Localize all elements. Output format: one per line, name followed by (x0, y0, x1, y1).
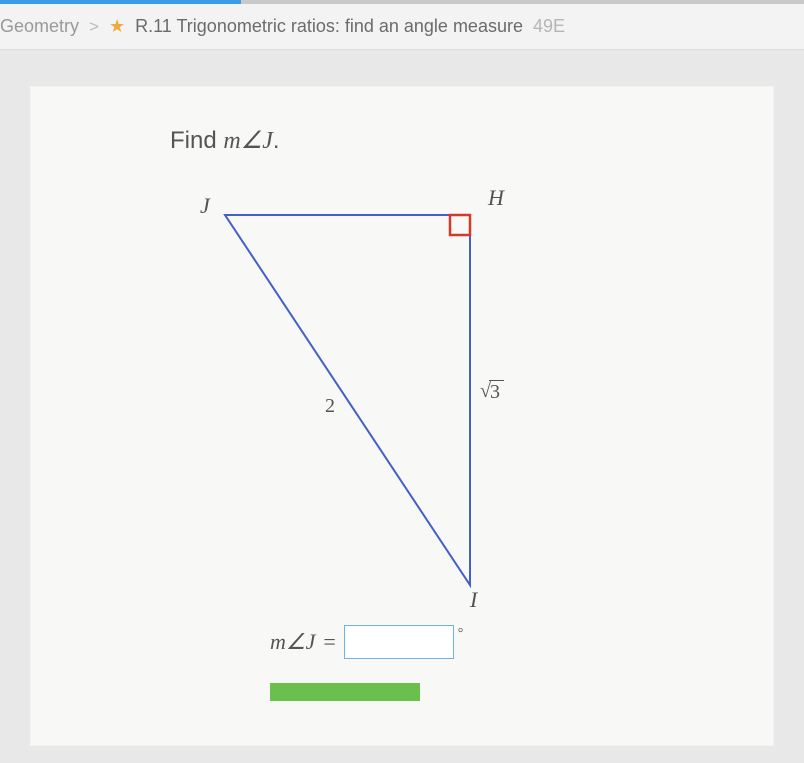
radical-value: 3 (489, 380, 504, 403)
answer-row: m∠J = ° (270, 625, 754, 659)
prompt-suffix: . (273, 127, 280, 154)
prompt-prefix: Find (170, 127, 223, 154)
degree-symbol: ° (458, 626, 464, 642)
answer-label: m∠J (270, 629, 315, 655)
triangle-figure: J H I 2 √3 (170, 185, 590, 615)
triangle-shape (225, 215, 470, 585)
answer-input[interactable] (344, 625, 454, 659)
edge-label-right: √3 (480, 380, 504, 403)
answer-equals: = (323, 629, 335, 655)
submit-button[interactable] (270, 683, 420, 701)
edge-label-hypotenuse: 2 (325, 395, 335, 418)
question-prompt: Find m∠J. (170, 126, 754, 155)
question-panel: Find m∠J. J H I 2 √3 m∠J = ° (30, 86, 774, 746)
breadcrumb-subject[interactable]: Geometry (0, 16, 79, 37)
vertex-label-h: H (488, 185, 504, 211)
vertex-label-j: J (200, 193, 210, 219)
star-icon[interactable]: ★ (109, 16, 125, 37)
lesson-code: 49E (533, 16, 565, 37)
prompt-var: m∠J (223, 128, 273, 154)
breadcrumb: Geometry > ★ R.11 Trigonometric ratios: … (0, 4, 804, 50)
right-angle-marker (450, 215, 470, 235)
vertex-label-i: I (470, 587, 477, 613)
lesson-title: R.11 Trigonometric ratios: find an angle… (135, 16, 523, 37)
chevron-right-icon: > (89, 17, 99, 37)
triangle-svg (170, 185, 590, 615)
